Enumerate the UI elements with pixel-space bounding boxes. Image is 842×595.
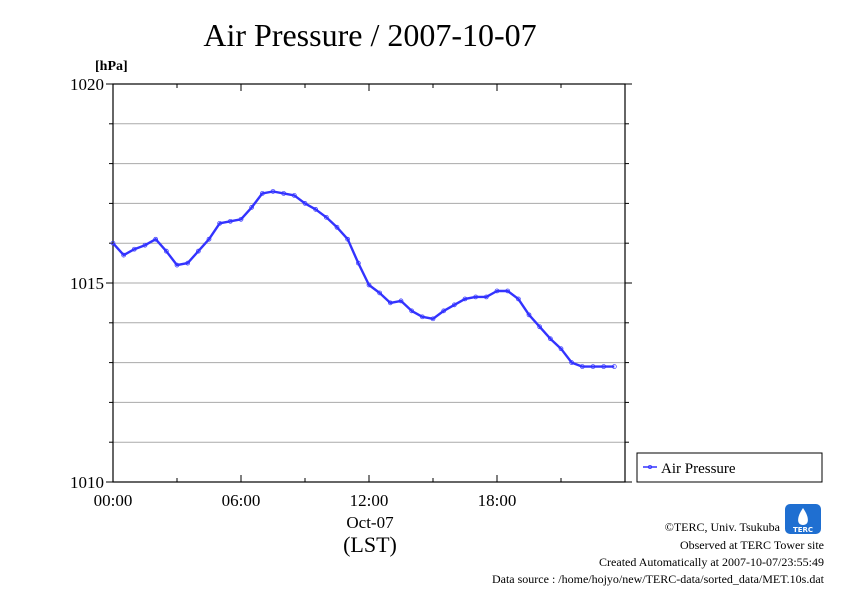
data-point	[569, 360, 575, 365]
water-drop-icon	[798, 508, 808, 525]
x-date-label: Oct-07	[346, 513, 394, 532]
legend-box	[636, 452, 823, 483]
data-point	[473, 294, 479, 300]
data-point	[398, 298, 404, 304]
x-tick-label: 06:00	[222, 491, 261, 510]
data-point	[185, 260, 191, 266]
data-point	[601, 364, 607, 369]
data-point	[131, 246, 137, 252]
y-axis-label: [hPa]	[95, 59, 128, 74]
created-text: Created Automatically at 2007-10-07/23:5…	[599, 555, 824, 569]
data-point	[345, 236, 351, 242]
data-point	[451, 302, 457, 308]
data-point	[441, 308, 447, 314]
data-point	[409, 308, 415, 314]
source-text: Data source : /home/hojyo/new/TERC-data/…	[491, 572, 824, 586]
tick-labels: 1010 1015 1020 00:00 06:00 12:00 18:00	[70, 75, 516, 510]
data-point	[611, 364, 617, 369]
data-point	[163, 248, 169, 254]
credit-text: ©TERC, Univ. Tsukuba	[664, 520, 780, 534]
y-tick-label: 1020	[70, 75, 104, 94]
data-point	[558, 346, 564, 352]
data-point	[227, 218, 233, 224]
data-point	[291, 193, 297, 198]
data-point	[195, 248, 201, 254]
data-point	[419, 314, 425, 320]
data-point	[206, 236, 212, 242]
data-point	[259, 191, 265, 196]
data-point	[334, 224, 340, 230]
data-point	[302, 201, 308, 206]
legend-label: Air Pressure	[661, 461, 736, 477]
legend-swatch-dot	[648, 464, 653, 469]
data-point	[483, 294, 489, 300]
data-point	[515, 296, 521, 302]
data-point	[323, 214, 329, 220]
series-line	[112, 190, 615, 368]
x-tick-label: 00:00	[94, 491, 133, 510]
data-point	[153, 236, 159, 242]
data-point	[238, 216, 244, 222]
site-text: Observed at TERC Tower site	[679, 538, 824, 552]
data-point	[110, 240, 116, 246]
data-point	[121, 252, 127, 258]
data-point	[590, 364, 596, 369]
series-layer	[110, 189, 617, 369]
data-point	[547, 336, 553, 342]
data-point	[526, 312, 532, 318]
x-axis-label: (LST)	[343, 532, 397, 557]
x-tick-label: 12:00	[350, 491, 389, 510]
data-point	[387, 300, 393, 306]
chart-title: Air Pressure / 2007-10-07	[203, 17, 536, 53]
legend: Air Pressure	[636, 452, 823, 483]
y-tick-label: 1015	[70, 274, 104, 293]
data-point	[249, 205, 255, 210]
data-point	[217, 220, 223, 226]
data-point	[505, 288, 511, 294]
x-tick-label: 18:00	[478, 491, 517, 510]
data-point	[313, 207, 319, 212]
data-point	[494, 288, 500, 294]
data-point	[270, 189, 276, 194]
data-point	[366, 282, 372, 288]
data-point	[430, 316, 436, 322]
data-point	[174, 262, 180, 268]
data-point	[462, 296, 468, 302]
terc-logo: TERC	[785, 504, 821, 534]
data-point	[579, 364, 585, 369]
data-point	[537, 324, 543, 330]
data-point	[377, 290, 383, 296]
data-point	[142, 242, 148, 248]
terc-logo-text: TERC	[793, 526, 813, 534]
data-point	[355, 260, 361, 266]
y-tick-label: 1010	[70, 473, 104, 492]
data-point	[281, 191, 287, 196]
